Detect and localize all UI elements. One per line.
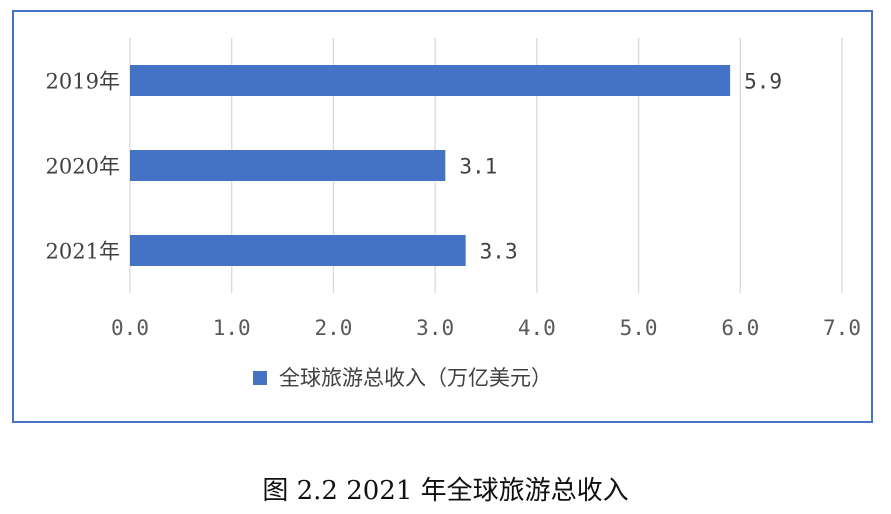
bar-0 [130,65,731,96]
data-label-1: 3.1 [459,155,497,179]
data-label-2: 3.3 [480,240,518,264]
bar-chart: 0.0 1.0 2.0 3.0 4.0 5.0 6.0 7.0 2019年 5.9 2020年 3.1… [46,38,861,390]
legend-label: 全球旅游总收入（万亿美元） [279,366,552,390]
category-label-1: 2020年 [46,155,120,179]
data-label-0: 5.9 [744,70,782,94]
x-tick-label-3: 3.0 [416,316,454,340]
category-label-0: 2019年 [46,70,120,94]
x-tick-label-0: 0.0 [111,316,149,340]
category-label-2: 2021年 [46,240,120,264]
x-tick-label-6: 6.0 [721,316,759,340]
x-tick-label-2: 2.0 [314,316,352,340]
x-tick-label-5: 5.0 [620,316,658,340]
bar-2 [130,235,466,266]
legend-swatch [253,371,267,385]
bar-1 [130,150,446,181]
x-tick-label-7: 7.0 [823,316,861,340]
x-tick-label-1: 1.0 [213,316,251,340]
x-tick-label-4: 4.0 [518,316,556,340]
figure-caption: 图 2.2 2021 年全球旅游总收入 [262,476,629,506]
